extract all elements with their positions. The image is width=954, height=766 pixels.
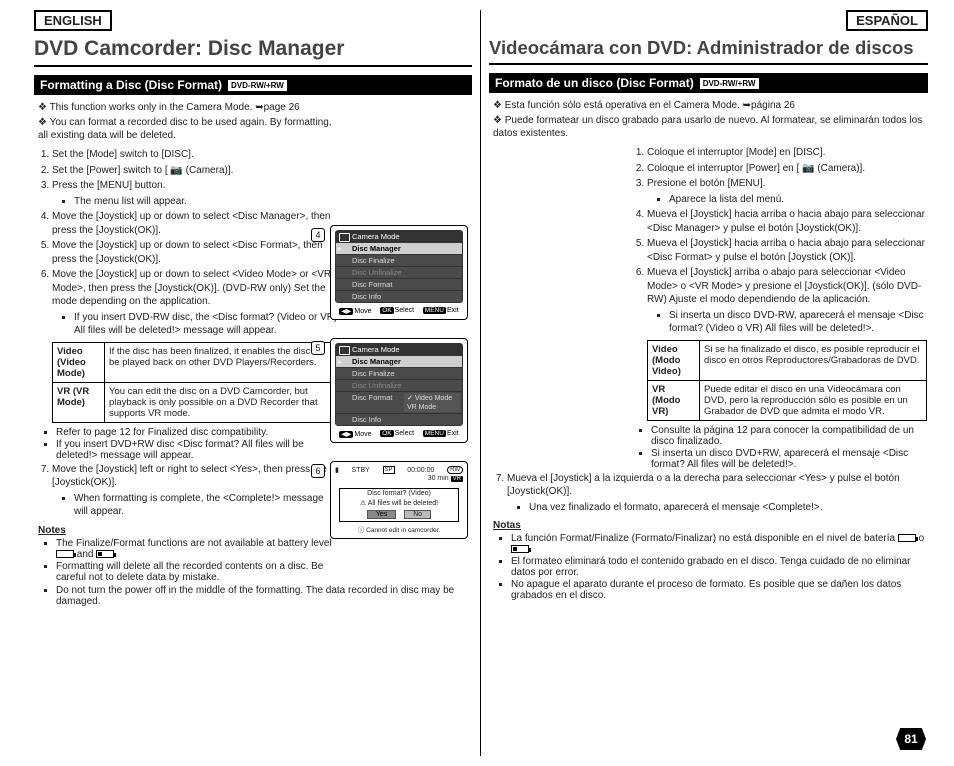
section-text-es: Formato de un disco (Disc Format) (495, 76, 694, 90)
intro-2: You can format a recorded disc to be use… (38, 116, 339, 142)
battery-low-icon (511, 545, 529, 553)
rw-badge: RW (447, 466, 463, 474)
menu-disc-unfinalize: Disc Unfinalize (336, 267, 462, 278)
dialog-no-button[interactable]: No (404, 510, 431, 519)
dialog: Disc format? (Video) ⚠ All files will be… (339, 488, 459, 522)
step7-text: Move the [Joystick] left or right to sel… (52, 464, 327, 489)
menu-disc-manager: ▸Disc Manager (336, 243, 462, 254)
post-sub-es: Consulte la página 12 para conocer la co… (629, 425, 928, 470)
step2: Set the [Power] switch to [ 📷 (Camera)]. (52, 164, 339, 178)
menu-disc-manager-5: ▸Disc Manager (336, 356, 462, 367)
step3a: The menu list will appear. (74, 195, 339, 209)
post2: If you insert DVD+RW disc <Disc format? … (56, 439, 339, 461)
step6a: If you insert DVD-RW disc, the <Disc for… (74, 311, 339, 338)
battery-icon (898, 534, 916, 542)
controls-4: ◀▶Move OKSelect MENUExit (335, 307, 463, 315)
tbl-r1c1: Video (Video Mode) (53, 342, 105, 382)
diagram-4-num: 4 (311, 228, 325, 242)
step6-text: Move the [Joystick] up or down to select… (52, 269, 331, 307)
menu-4: Camera Mode ▸Disc Manager Disc Finalize … (335, 230, 463, 303)
steps7-en: Move the [Joystick] left or right to sel… (34, 463, 339, 519)
post-sub-en: Refer to page 12 for Finalized disc comp… (34, 427, 339, 461)
notes-list-en-2: Do not turn the power off in the middle … (34, 585, 472, 607)
title-es: Videocámara con DVD: Administrador de di… (489, 35, 928, 65)
menu-disc-format-row: Disc Format Video Mode VR Mode (336, 392, 462, 413)
notes-header-es: Notas (493, 520, 928, 531)
notes-list-en: The Finalize/Format functions are not av… (34, 538, 339, 583)
intro-1: This function works only in the Camera M… (38, 101, 339, 114)
dialog-line2: ⚠ All files will be deleted! (340, 498, 458, 508)
note1: The Finalize/Format functions are not av… (56, 538, 339, 560)
steps-en: Set the [Mode] switch to [DISC]. Set the… (34, 148, 339, 338)
step3: Press the [MENU] button. The menu list w… (52, 179, 339, 208)
controls-5: ◀▶Move OKSelect MENUExit (335, 430, 463, 438)
diagram-4: 4 Camera Mode ▸Disc Manager Disc Finaliz… (330, 225, 468, 320)
menu-disc-info: Disc Info (336, 291, 462, 302)
column-english: ENGLISH DVD Camcorder: Disc Manager Form… (26, 10, 481, 756)
column-spanish: ESPAÑOL Videocámara con DVD: Administrad… (481, 10, 936, 756)
submenu-video: Video Mode (404, 393, 460, 403)
dialog-line1: Disc format? (Video) (340, 489, 458, 498)
steps7-es: Mueva el [Joystick] a la izquierda o a l… (489, 472, 928, 515)
menu-disc-finalize: Disc Finalize (336, 255, 462, 266)
section-text-en: Formatting a Disc (Disc Format) (40, 78, 222, 92)
submenu-vr: VR Mode (404, 403, 460, 412)
intro-list-es: Esta función sólo está operativa en el C… (489, 99, 928, 140)
menu-disc-format: Disc Format (336, 279, 462, 290)
tbl-r2c1: VR (VR Mode) (53, 382, 105, 422)
format-badge: DVD-RW/+RW (228, 80, 287, 91)
step7: Move the [Joystick] left or right to sel… (52, 463, 339, 519)
lang-label-es: ESPAÑOL (846, 10, 928, 31)
dialog-yes-button[interactable]: Yes (367, 510, 396, 519)
battery-icon (56, 550, 74, 558)
tbl-r1c2: If the disc has been finalized, it enabl… (105, 342, 332, 382)
submenu: Video Mode VR Mode (404, 393, 460, 412)
notes-list-es: La función Format/Finalize (Formato/Fina… (489, 533, 928, 601)
dialog-note: ⓘ Cannot edit in camcorder. (335, 524, 463, 534)
mode-table-en: Video (Video Mode) If the disc has been … (52, 342, 332, 423)
step5: Move the [Joystick] up or down to select… (52, 239, 339, 266)
tbl-r2c2: You can edit the disc on a DVD Camcorder… (105, 382, 332, 422)
diagram-6: 6 ▮ STBY SP 00:00:00 RW 30 min VR Disc f… (330, 461, 468, 539)
step6: Move the [Joystick] up or down to select… (52, 268, 339, 338)
format-badge-es: DVD-RW/+RW (700, 78, 759, 89)
post1: Refer to page 12 for Finalized disc comp… (56, 427, 339, 438)
title-en: DVD Camcorder: Disc Manager (34, 35, 472, 67)
lang-label-en: ENGLISH (34, 10, 112, 31)
step4: Move the [Joystick] up or down to select… (52, 210, 339, 237)
menu-5: Camera Mode ▸Disc Manager Disc Finalize … (335, 343, 463, 426)
notes-header-en: Notes (38, 525, 339, 536)
step7a: When formatting is complete, the <Comple… (74, 492, 339, 519)
section-header-en: Formatting a Disc (Disc Format) DVD-RW/+… (34, 75, 472, 95)
section-header-es: Formato de un disco (Disc Format) DVD-RW… (489, 73, 928, 93)
step3-text: Press the [MENU] button. (52, 180, 165, 191)
page-number: 81 (896, 728, 926, 750)
menu-title: Camera Mode (336, 231, 462, 242)
step1: Set the [Mode] switch to [DISC]. (52, 148, 339, 162)
mode-table-es: Video (Modo Video) Si se ha finalizado e… (647, 340, 927, 421)
diagram-6-num: 6 (311, 464, 325, 478)
diagram-5: 5 Camera Mode ▸Disc Manager Disc Finaliz… (330, 338, 468, 443)
note2: Formatting will delete all the recorded … (56, 561, 339, 583)
note3: Do not turn the power off in the middle … (56, 585, 472, 607)
steps-es: Coloque el interruptor [Mode] en [DISC].… (629, 146, 928, 336)
vr-badge: VR (451, 476, 463, 482)
page: ENGLISH DVD Camcorder: Disc Manager Form… (0, 0, 954, 766)
intro-list-en: This function works only in the Camera M… (34, 101, 339, 142)
diagram-5-num: 5 (311, 341, 325, 355)
battery-low-icon (96, 550, 114, 558)
stby-bar: ▮ STBY SP 00:00:00 RW (335, 466, 463, 474)
diagram-column: 4 Camera Mode ▸Disc Manager Disc Finaliz… (330, 225, 468, 557)
